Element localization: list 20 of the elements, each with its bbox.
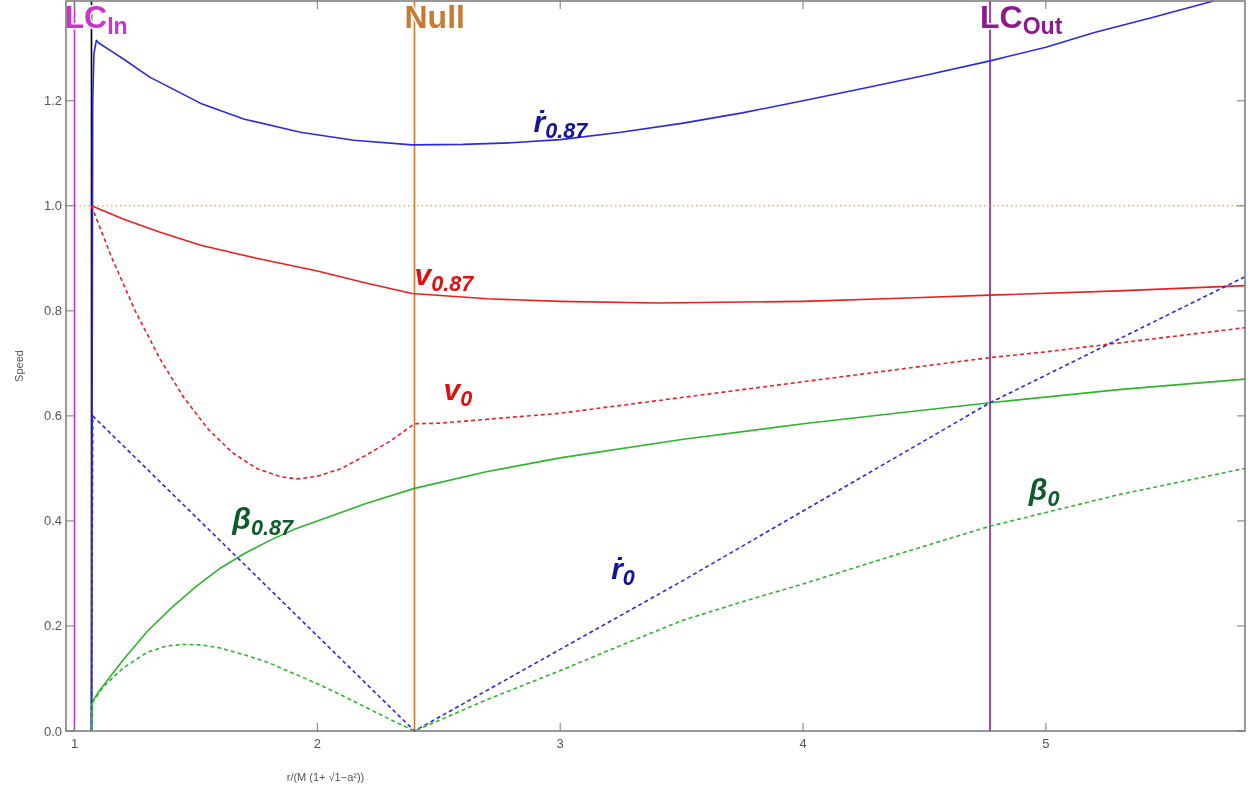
x-tick-label: 4 bbox=[799, 736, 807, 751]
series-label: β$_{0}$ bbox=[1027, 472, 1060, 511]
series-label: v$_{0.87}$ bbox=[414, 257, 475, 296]
x-tick-label: 2 bbox=[313, 736, 321, 751]
y-tick-label: 0.8 bbox=[43, 303, 62, 319]
y-tick-label: 0.0 bbox=[43, 723, 62, 739]
x-tick-label: 3 bbox=[556, 736, 564, 751]
x-tick-label: 1 bbox=[70, 736, 79, 751]
series-label: β$_{0.87}$ bbox=[231, 501, 294, 540]
x-axis-title: r/(M (1+ √1−a²)) bbox=[286, 771, 365, 783]
y-axis-title: Speed bbox=[13, 350, 25, 382]
series-label: ṙ$_{0.87}$ bbox=[533, 105, 589, 143]
y-tick-label: 1.0 bbox=[43, 198, 62, 214]
y-tick-label: 0.4 bbox=[43, 513, 62, 529]
y-tick-label: 0.2 bbox=[43, 618, 62, 634]
x-tick-label: 5 bbox=[1042, 736, 1050, 751]
y-tick-label: 1.2 bbox=[43, 93, 62, 109]
series-label: v$_{0}$ bbox=[443, 373, 473, 411]
series-label: ṙ$_{0}$ bbox=[611, 551, 635, 590]
y-tick-label: 0.6 bbox=[43, 408, 62, 424]
